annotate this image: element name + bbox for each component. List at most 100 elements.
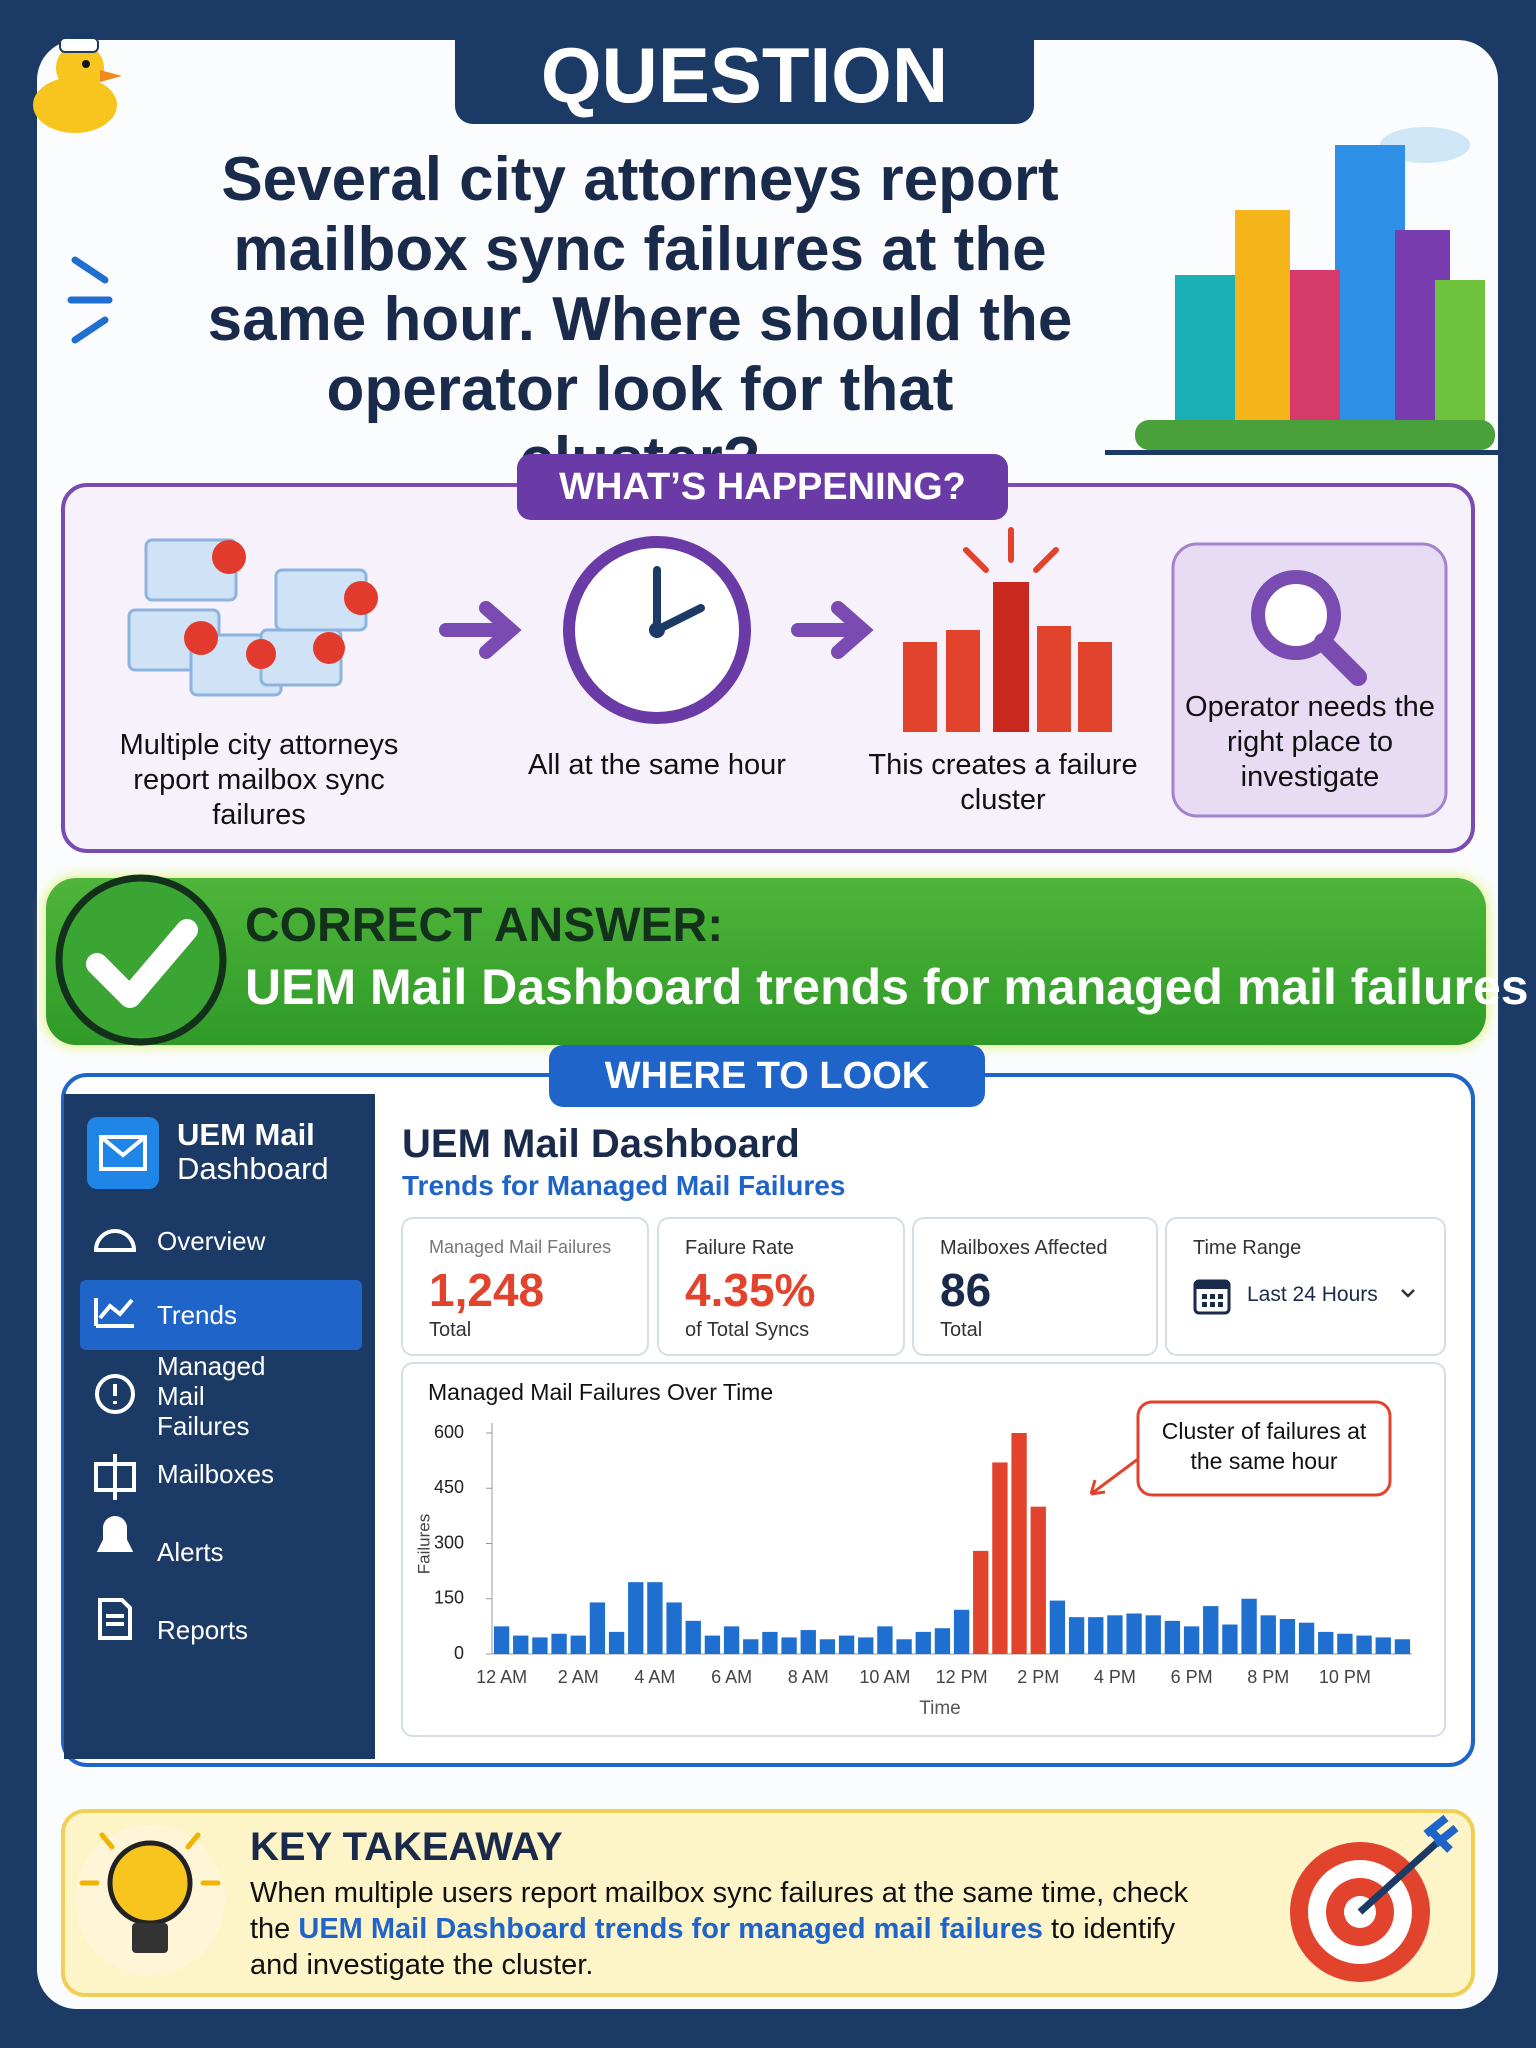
bar: [1260, 1615, 1276, 1654]
time-range-value[interactable]: Last 24 Hours: [1247, 1283, 1378, 1306]
bar: [666, 1602, 682, 1654]
annotation-arrow: [1089, 1457, 1139, 1496]
annotation: Cluster of failures at the same hour: [1161, 1418, 1367, 1474]
whats-happening-title: WHAT’S HAPPENING?: [517, 454, 1008, 520]
x-tick-label: 6 AM: [711, 1667, 752, 1687]
nav-item[interactable]: Managed Mail Failures: [80, 1351, 300, 1441]
kpi-card: Failure Rate 4.35% of Total Syncs: [657, 1217, 905, 1356]
nav-label: Alerts: [157, 1537, 224, 1567]
bar: [819, 1639, 836, 1654]
nav-label: Managed Mail Failures: [157, 1351, 266, 1441]
sidebar-title: UEM Mail Dashboard: [177, 1118, 329, 1186]
correct-answer-banner: [46, 878, 1486, 1045]
question-badge: QUESTION: [455, 26, 1034, 124]
bar: [1049, 1600, 1066, 1654]
takeaway-text: When multiple users report mailbox sync …: [250, 1875, 1200, 1983]
duck-logo: [33, 37, 122, 133]
bar: [1183, 1626, 1200, 1654]
answer-text: UEM Mail Dashboard trends for managed ma…: [245, 959, 1529, 1015]
nav-label: Mailboxes: [157, 1459, 275, 1489]
nav-item[interactable]: Reports: [80, 1595, 362, 1665]
bar: [877, 1626, 893, 1654]
bar: [992, 1462, 1008, 1654]
kpi-value: 86: [940, 1264, 992, 1316]
nav-item-active[interactable]: Trends: [80, 1280, 362, 1350]
bar: [915, 1631, 931, 1654]
takeaway-highlight: UEM Mail Dashboard trends for managed ma…: [298, 1913, 1043, 1945]
where-to-look-title: WHERE TO LOOK: [549, 1045, 985, 1107]
nav-label: Overview: [157, 1226, 266, 1256]
bar: [743, 1639, 759, 1654]
bar: [1068, 1617, 1085, 1654]
nav-item[interactable]: Mailboxes: [80, 1439, 362, 1509]
y-tick-label: 600: [434, 1422, 464, 1442]
x-tick-label: 12 AM: [476, 1667, 527, 1687]
kpi-sub: Total: [940, 1319, 983, 1341]
step-text: Multiple city attorneys report mailbox s…: [119, 729, 399, 831]
bar: [647, 1582, 663, 1654]
nav-item[interactable]: Overview: [80, 1206, 362, 1276]
y-tick-label: 300: [434, 1532, 464, 1552]
x-tick-label: 10 AM: [859, 1667, 910, 1687]
bar: [1394, 1639, 1411, 1654]
bar: [551, 1633, 567, 1654]
takeaway-text-part: to identify and investigate the cluster.: [250, 1913, 1176, 1981]
x-tick-label: 12 PM: [936, 1667, 988, 1687]
spark-icon: [67, 256, 113, 344]
bar: [570, 1635, 586, 1654]
bar: [1164, 1620, 1181, 1654]
bar: [1203, 1606, 1219, 1654]
takeaway-text-part: When multiple users report mailbox sync …: [250, 1877, 1189, 1945]
kpi-label: Failure Rate: [685, 1237, 794, 1259]
bar: [953, 1609, 970, 1654]
bar: [1375, 1637, 1391, 1654]
bar: [1107, 1615, 1123, 1654]
sidebar-title-line: Dashboard: [177, 1151, 329, 1186]
sidebar: [64, 1094, 375, 1759]
calendar-icon: [1193, 1279, 1231, 1315]
dashboard-title: UEM Mail Dashboard: [402, 1122, 800, 1166]
bar: [532, 1637, 548, 1654]
annotation-wrap: Cluster of failures at the same hour: [1161, 1418, 1367, 1474]
nav-icons: [93, 1229, 137, 1640]
bar: [1222, 1624, 1238, 1654]
bar: [1011, 1433, 1027, 1654]
answer-label: CORRECT ANSWER:: [245, 899, 724, 952]
key-takeaway-box: [61, 1809, 1475, 1997]
sidebar-title-line: UEM Mail: [177, 1117, 315, 1152]
bar: [858, 1637, 874, 1654]
bar: [685, 1620, 701, 1654]
bar: [1126, 1613, 1142, 1654]
takeaway-title: KEY TAKEAWAY: [250, 1825, 563, 1869]
step-text: This creates a failure cluster: [868, 749, 1138, 816]
check-icon: [55, 874, 227, 1046]
x-tick-label: 6 PM: [1171, 1667, 1213, 1687]
y-tick-label: 450: [434, 1477, 464, 1497]
y-axis-label: Failures: [414, 1514, 433, 1574]
bar: [1298, 1622, 1315, 1654]
bar: [1241, 1598, 1257, 1654]
kpi-value: 1,248: [429, 1264, 545, 1316]
bar: [513, 1635, 529, 1654]
dropdown-caret: [1401, 1289, 1415, 1298]
bar: [800, 1630, 816, 1654]
x-tick-label: 4 PM: [1094, 1667, 1136, 1687]
bar: [1145, 1615, 1161, 1654]
x-tick-label: 4 AM: [634, 1667, 675, 1687]
x-tick-label: 10 PM: [1319, 1667, 1371, 1687]
x-axis-label: Time: [919, 1698, 961, 1719]
mail-logo: [87, 1117, 159, 1189]
chart: Managed Mail Failures Over Time Time Fai…: [401, 1362, 1446, 1737]
kpi-sub: Total: [429, 1319, 472, 1341]
dashboard-subtitle: Trends for Managed Mail Failures: [402, 1170, 846, 1201]
kpi-value: 4.35%: [685, 1264, 816, 1316]
bar: [973, 1550, 989, 1654]
step-text: All at the same hour: [528, 749, 786, 781]
x-tick-label: 2 AM: [558, 1667, 599, 1687]
kpi-card: Mailboxes Affected 86 Total: [912, 1217, 1158, 1356]
nav-item[interactable]: Alerts: [80, 1517, 362, 1587]
target-icon: [1290, 1814, 1459, 1982]
nav-label: Reports: [157, 1615, 249, 1645]
